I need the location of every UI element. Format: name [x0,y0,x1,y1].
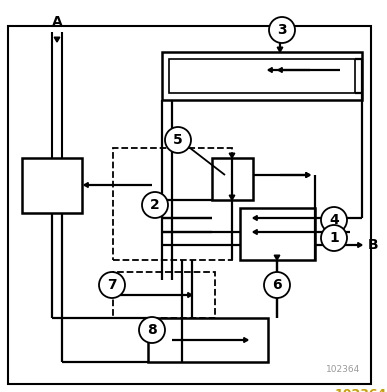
Text: 102364: 102364 [326,365,360,374]
Polygon shape [358,243,362,247]
Bar [240,208,315,260]
Bar [212,158,253,200]
Polygon shape [229,153,235,158]
Text: 5: 5 [173,133,183,147]
Polygon shape [84,183,88,187]
Circle shape [264,272,290,298]
Polygon shape [278,67,282,73]
Bar [113,272,215,318]
Bar [22,158,82,213]
Polygon shape [188,292,192,298]
Polygon shape [306,172,310,178]
Text: 6: 6 [272,278,282,292]
Bar [113,148,232,260]
Bar [148,318,268,362]
Text: B: B [368,238,378,252]
Text: 1: 1 [329,231,339,245]
Text: 3: 3 [277,23,287,37]
Text: 2: 2 [150,198,160,212]
Bar [162,52,362,100]
Circle shape [269,17,295,43]
Polygon shape [306,172,310,178]
Bar [169,59,355,93]
Text: 4: 4 [329,213,339,227]
Polygon shape [268,67,272,73]
Text: 102364: 102364 [335,388,387,392]
Polygon shape [229,195,235,200]
Circle shape [142,192,168,218]
Polygon shape [274,255,280,260]
Polygon shape [244,338,248,343]
Circle shape [321,225,347,251]
Circle shape [139,317,165,343]
Text: 7: 7 [107,278,117,292]
Polygon shape [54,37,60,42]
Text: A: A [51,15,62,29]
Circle shape [165,127,191,153]
Text: 8: 8 [147,323,157,337]
Polygon shape [277,47,283,52]
Polygon shape [253,230,257,234]
Circle shape [99,272,125,298]
Polygon shape [253,216,257,220]
Circle shape [321,207,347,233]
